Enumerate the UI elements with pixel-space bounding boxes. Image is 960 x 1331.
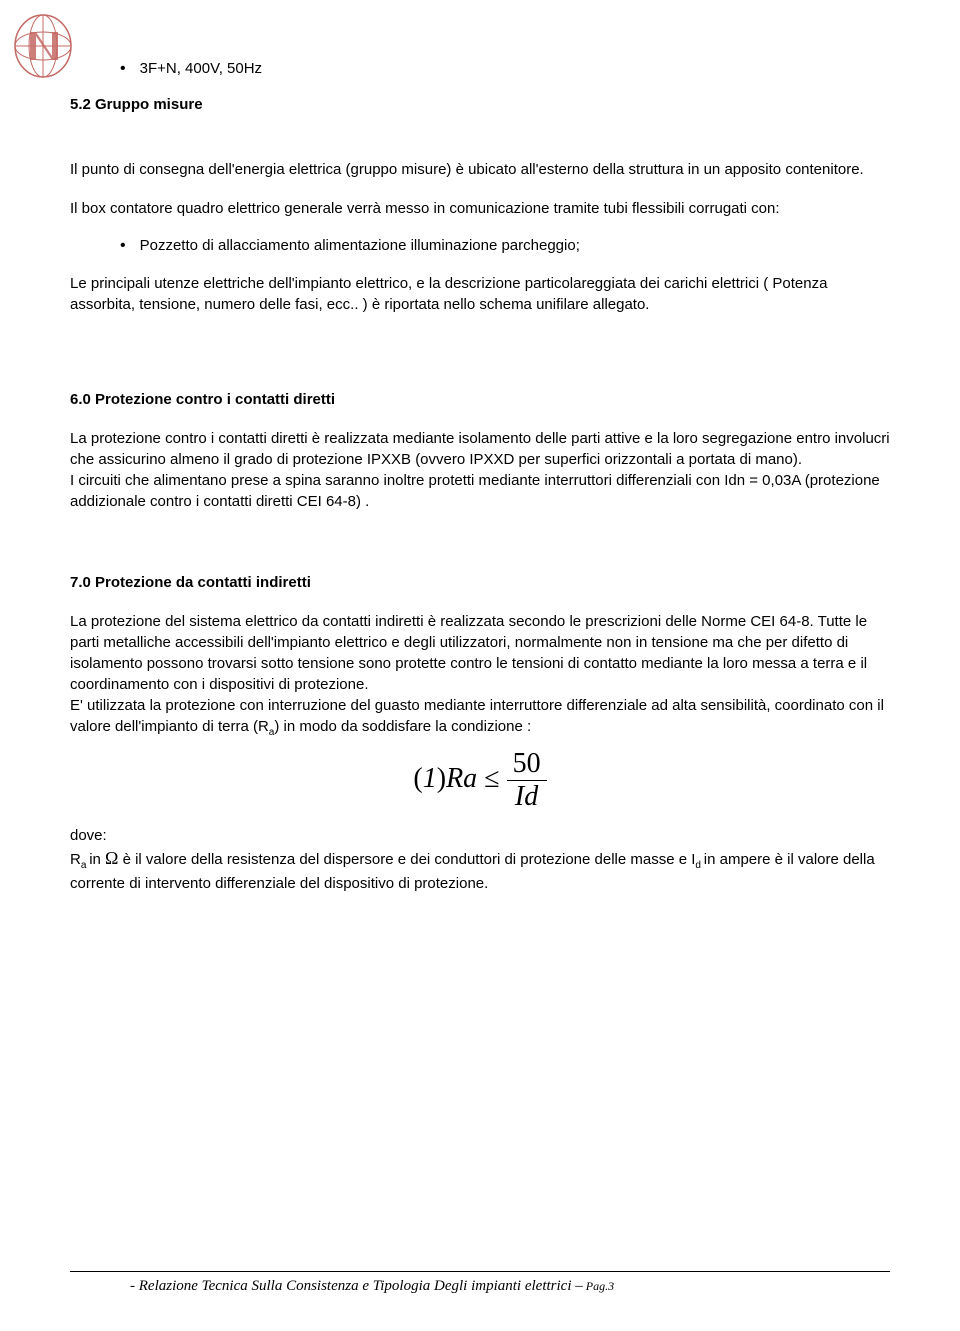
section-6-0-title: 6.0 Protezione contro i contatti diretti	[70, 391, 890, 408]
formula-num: 50	[507, 748, 547, 781]
section-6-0-para-1: La protezione contro i contatti diretti …	[70, 428, 890, 470]
section-7-0-title: 7.0 Protezione da contatti indiretti	[70, 574, 890, 591]
section-6-0-para-2: I circuiti che alimentano prese a spina …	[70, 470, 890, 512]
section-7-0-para-2: E' utilizzata la protezione con interruz…	[70, 695, 890, 740]
bullet-pozzetto-text: Pozzetto di allacciamento alimentazione …	[140, 237, 580, 254]
section-5-2-para-1: Il punto di consegna dell'energia elettr…	[70, 159, 890, 180]
dove-label: dove:	[70, 825, 890, 846]
omega-symbol: Ω	[105, 848, 118, 868]
bullet-3fn: 3F+N, 400V, 50Hz	[120, 60, 890, 78]
para-3-pre: R	[70, 851, 81, 868]
para-2-cont: ) in modo da soddisfare la condizione :	[274, 718, 531, 735]
formula-ra: (1)Ra ≤ 50 Id	[70, 748, 890, 813]
footer-text: - Relazione Tecnica Sulla Consistenza e …	[70, 1278, 890, 1295]
section-5-2-para-2: Il box contatore quadro elettrico genera…	[70, 198, 890, 219]
footer-page: Pag.3	[583, 1279, 614, 1293]
footer-divider	[70, 1271, 890, 1272]
para-3-sub2: d	[695, 860, 703, 871]
page-footer: - Relazione Tecnica Sulla Consistenza e …	[70, 1271, 890, 1295]
formula-den: Id	[507, 781, 547, 813]
para-3-sub1: a	[81, 860, 89, 871]
section-5-2-title: 5.2 Gruppo misure	[70, 96, 890, 113]
footer-title: - Relazione Tecnica Sulla Consistenza e …	[130, 1278, 583, 1294]
bullet-pozzetto: Pozzetto di allacciamento alimentazione …	[120, 237, 890, 255]
para-3-mid1: in	[89, 851, 105, 868]
company-logo	[12, 12, 74, 80]
para-3-mid2: è il valore della resistenza del dispers…	[118, 851, 695, 868]
section-7-0-para-1: La protezione del sistema elettrico da c…	[70, 611, 890, 695]
bullet-3fn-text: 3F+N, 400V, 50Hz	[140, 60, 262, 77]
section-7-0-para-3: Ra in Ω è il valore della resistenza del…	[70, 846, 890, 894]
section-5-2-para-3: Le principali utenze elettriche dell'imp…	[70, 273, 890, 315]
document-content: 3F+N, 400V, 50Hz 5.2 Gruppo misure Il pu…	[70, 60, 890, 894]
